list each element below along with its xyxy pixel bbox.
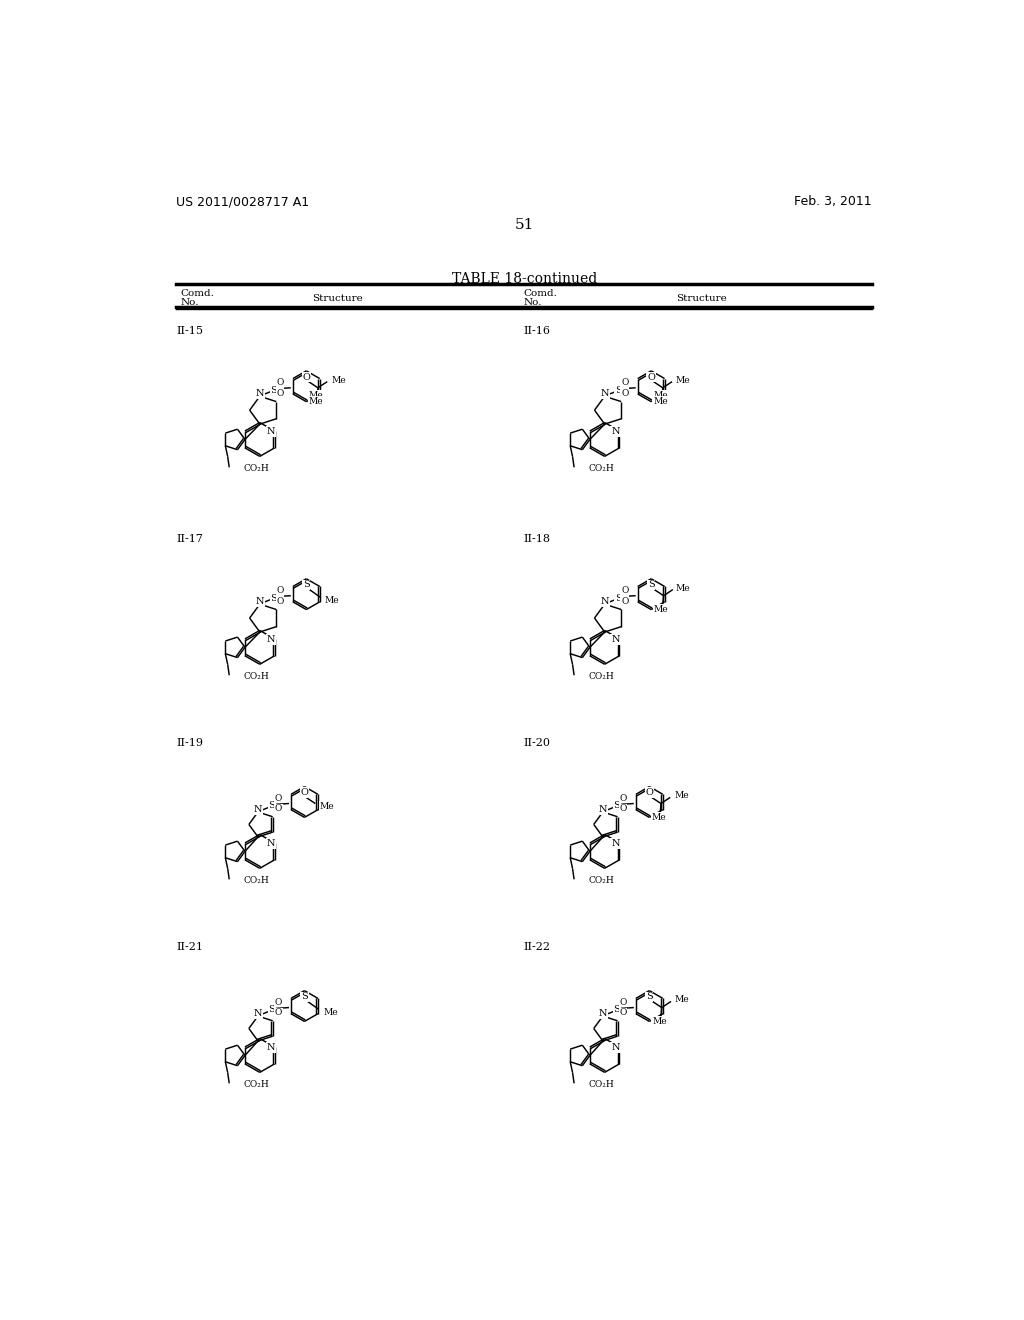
- Text: O: O: [620, 804, 627, 813]
- Text: S: S: [613, 801, 621, 810]
- Text: Me: Me: [654, 605, 669, 614]
- Text: N: N: [254, 1010, 262, 1018]
- Text: Me: Me: [319, 803, 335, 810]
- Text: US 2011/0028717 A1: US 2011/0028717 A1: [176, 195, 309, 209]
- Text: S: S: [648, 581, 654, 590]
- Text: TABLE 18-continued: TABLE 18-continued: [453, 272, 597, 286]
- Text: O: O: [620, 998, 627, 1007]
- Text: Me: Me: [653, 397, 668, 407]
- Text: S: S: [301, 993, 308, 1002]
- Text: S: S: [613, 1006, 621, 1014]
- Text: O: O: [647, 372, 655, 381]
- Text: N: N: [600, 389, 609, 399]
- Text: Me: Me: [308, 397, 323, 407]
- Text: Me: Me: [651, 813, 666, 822]
- Text: S: S: [615, 594, 622, 602]
- Text: N: N: [266, 1043, 274, 1052]
- Text: II-17: II-17: [176, 535, 203, 544]
- Text: N: N: [599, 1010, 607, 1018]
- Text: N: N: [611, 840, 620, 849]
- Text: Me: Me: [323, 1007, 338, 1016]
- Text: N: N: [611, 428, 620, 436]
- Text: Me: Me: [308, 391, 324, 400]
- Text: O: O: [645, 788, 653, 797]
- Text: CO₂H: CO₂H: [243, 1080, 269, 1089]
- Text: O: O: [276, 597, 284, 606]
- Text: O: O: [622, 586, 629, 595]
- Text: N: N: [611, 1043, 620, 1052]
- Text: O: O: [274, 1008, 282, 1018]
- Text: O: O: [622, 378, 629, 387]
- Text: Comd.: Comd.: [180, 289, 215, 298]
- Text: O: O: [302, 372, 310, 381]
- Text: N: N: [256, 598, 264, 606]
- Text: S: S: [303, 581, 309, 590]
- Text: O: O: [620, 793, 627, 803]
- Text: S: S: [615, 385, 622, 395]
- Text: Me: Me: [653, 391, 668, 400]
- Text: Structure: Structure: [676, 294, 727, 302]
- Text: N: N: [256, 389, 264, 399]
- Text: O: O: [274, 793, 282, 803]
- Text: II-18: II-18: [523, 535, 550, 544]
- Text: CO₂H: CO₂H: [243, 876, 269, 886]
- Text: II-16: II-16: [523, 326, 550, 337]
- Text: O: O: [620, 1008, 627, 1018]
- Text: 51: 51: [515, 218, 535, 232]
- Text: CO₂H: CO₂H: [588, 672, 613, 681]
- Text: N: N: [611, 635, 620, 644]
- Text: Me: Me: [676, 583, 690, 593]
- Text: II-19: II-19: [176, 738, 203, 748]
- Text: S: S: [646, 993, 652, 1002]
- Text: S: S: [268, 1006, 275, 1014]
- Text: S: S: [270, 594, 278, 602]
- Text: O: O: [276, 378, 284, 387]
- Text: CO₂H: CO₂H: [588, 465, 613, 474]
- Text: CO₂H: CO₂H: [588, 1080, 613, 1089]
- Text: O: O: [622, 597, 629, 606]
- Text: CO₂H: CO₂H: [243, 672, 269, 681]
- Text: Me: Me: [652, 1016, 667, 1026]
- Text: Structure: Structure: [312, 294, 362, 302]
- Text: O: O: [274, 998, 282, 1007]
- Text: No.: No.: [523, 298, 542, 306]
- Text: N: N: [266, 635, 274, 644]
- Text: O: O: [274, 804, 282, 813]
- Text: II-21: II-21: [176, 942, 203, 952]
- Text: Me: Me: [325, 595, 340, 605]
- Text: Feb. 3, 2011: Feb. 3, 2011: [795, 195, 872, 209]
- Text: Me: Me: [674, 995, 689, 1005]
- Text: S: S: [268, 801, 275, 810]
- Text: II-20: II-20: [523, 738, 550, 748]
- Text: N: N: [266, 840, 274, 849]
- Text: Me: Me: [331, 376, 346, 384]
- Text: Me: Me: [676, 376, 690, 384]
- Text: N: N: [266, 428, 274, 436]
- Text: CO₂H: CO₂H: [243, 465, 269, 474]
- Text: Me: Me: [674, 791, 689, 800]
- Text: II-15: II-15: [176, 326, 203, 337]
- Text: No.: No.: [180, 298, 200, 306]
- Text: O: O: [276, 586, 284, 595]
- Text: N: N: [600, 598, 609, 606]
- Text: N: N: [599, 805, 607, 814]
- Text: CO₂H: CO₂H: [588, 876, 613, 886]
- Text: O: O: [276, 388, 284, 397]
- Text: O: O: [622, 388, 629, 397]
- Text: O: O: [300, 788, 308, 797]
- Text: Comd.: Comd.: [523, 289, 557, 298]
- Text: N: N: [254, 805, 262, 814]
- Text: S: S: [270, 385, 278, 395]
- Text: II-22: II-22: [523, 942, 550, 952]
